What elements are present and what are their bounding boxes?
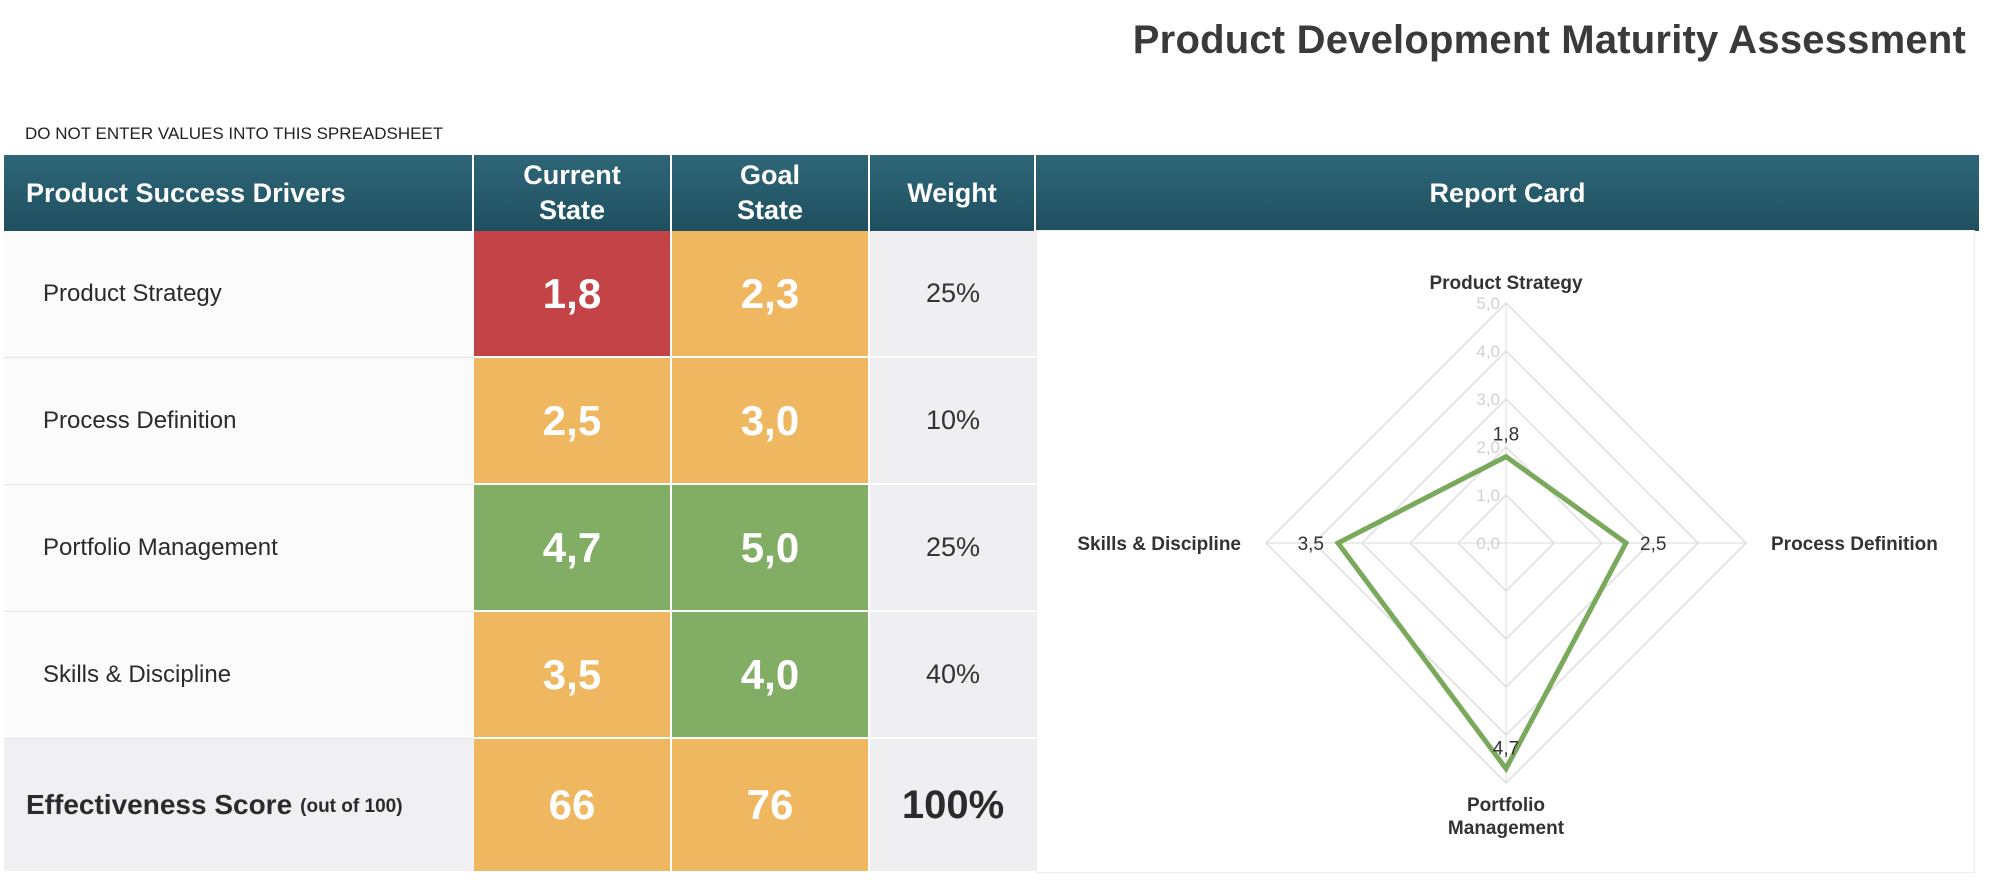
- header-current-line2: State: [538, 195, 606, 225]
- radar-data-label: 2,5: [1640, 534, 1666, 555]
- header-report-card: Report Card: [1036, 155, 1979, 231]
- radar-category-label: Portfolio Management: [1448, 795, 1565, 839]
- weight-value: 25%: [870, 231, 1036, 358]
- radar-category-label: Product Strategy: [1429, 273, 1583, 294]
- radar-data-label: 4,7: [1493, 739, 1519, 760]
- goal-score-value: 76: [672, 739, 870, 871]
- header-goal-line2: State: [736, 195, 804, 225]
- score-label-text: Effectiveness Score: [26, 789, 293, 820]
- radar-tick-label: 0,0: [1476, 534, 1500, 553]
- header-goal-line1: Goal: [739, 160, 800, 190]
- current-score-value: 66: [474, 739, 672, 871]
- goal-state-value: 2,3: [672, 231, 870, 358]
- radar-category-label-line: Product Strategy: [1429, 273, 1583, 294]
- total-weight-value: 100%: [870, 739, 1036, 871]
- radar-category-labels: Product Strategy Process Definition Portfo…: [1077, 273, 1938, 839]
- current-state-value: 2,5: [474, 358, 672, 485]
- effectiveness-score-label: Effectiveness Score (out of 100): [4, 739, 474, 871]
- header-current-state: Current State: [474, 155, 672, 231]
- radar-category-label-line: Management: [1448, 818, 1565, 839]
- radar-category-label-line: Process Definition: [1771, 534, 1938, 555]
- radar-chart: 0,0 1,0 2,0 3,0 4,0 5,0 1,8 2,5 4,7 3,5 Product …: [1077, 273, 1938, 839]
- weight-value: 40%: [870, 612, 1036, 739]
- radar-tick-label: 4,0: [1476, 342, 1500, 361]
- radar-tick-label: 2,0: [1476, 438, 1500, 457]
- driver-label-product-strategy: Product Strategy: [4, 231, 474, 358]
- report-card-panel: 0,0 1,0 2,0 3,0 4,0 5,0 1,8 2,5 4,7 3,5 Product …: [1036, 230, 1975, 873]
- radar-tick-labels: 0,0 1,0 2,0 3,0 4,0 5,0: [1476, 294, 1500, 553]
- radar-category-label-line: Portfolio: [1467, 795, 1545, 816]
- radar-data-label: 1,8: [1493, 425, 1519, 446]
- radar-series-line: [1334, 453, 1630, 774]
- radar-category-label: Process Definition: [1771, 534, 1938, 555]
- driver-label-process-definition: Process Definition: [4, 358, 474, 485]
- current-state-value: 4,7: [474, 485, 672, 612]
- notice-text: DO NOT ENTER VALUES INTO THIS SPREADSHEE…: [25, 124, 444, 143]
- weight-value: 10%: [870, 358, 1036, 485]
- driver-label-skills-discipline: Skills & Discipline: [4, 612, 474, 739]
- current-state-value: 1,8: [474, 231, 672, 358]
- radar-tick-label: 3,0: [1476, 390, 1500, 409]
- header-weight: Weight: [870, 155, 1036, 231]
- header-drivers: Product Success Drivers: [4, 155, 474, 231]
- goal-state-value: 4,0: [672, 612, 870, 739]
- goal-state-value: 3,0: [672, 358, 870, 485]
- radar-series: 1,8 2,5 4,7 3,5: [1298, 425, 1666, 774]
- current-state-value: 3,5: [474, 612, 672, 739]
- header-current-line1: Current: [523, 160, 621, 190]
- radar-data-label: 3,5: [1298, 534, 1324, 555]
- page-title: Product Development Maturity Assessment: [1132, 18, 1966, 62]
- radar-category-label: Skills & Discipline: [1077, 534, 1241, 555]
- driver-label-portfolio-management: Portfolio Management: [4, 485, 474, 612]
- score-label-small: (out of 100): [300, 796, 403, 817]
- goal-state-value: 5,0: [672, 485, 870, 612]
- radar-tick-label: 5,0: [1476, 294, 1500, 313]
- radar-tick-label: 1,0: [1476, 486, 1500, 505]
- weight-value: 25%: [870, 485, 1036, 612]
- radar-category-label-line: Skills & Discipline: [1077, 534, 1241, 555]
- header-goal-state: Goal State: [672, 155, 870, 231]
